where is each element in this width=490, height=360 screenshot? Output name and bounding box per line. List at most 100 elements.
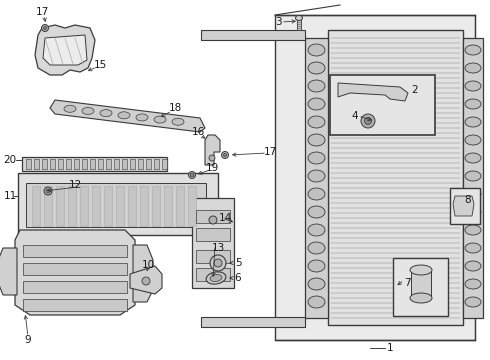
Bar: [162, 159, 167, 169]
Text: 20: 20: [3, 155, 17, 165]
Bar: [23, 245, 127, 257]
Ellipse shape: [465, 45, 481, 55]
Bar: [34, 159, 39, 169]
Ellipse shape: [465, 207, 481, 217]
Polygon shape: [130, 266, 162, 294]
Text: 5: 5: [235, 258, 241, 268]
Text: 17: 17: [35, 7, 49, 17]
Text: 1: 1: [387, 343, 393, 353]
Ellipse shape: [210, 274, 222, 282]
Ellipse shape: [118, 112, 130, 119]
Bar: [130, 159, 135, 169]
Polygon shape: [35, 25, 95, 75]
Ellipse shape: [465, 135, 481, 145]
Ellipse shape: [465, 99, 481, 109]
Bar: [393, 258, 448, 316]
Bar: [68, 186, 76, 226]
Bar: [26, 159, 31, 169]
Ellipse shape: [206, 272, 226, 284]
Polygon shape: [50, 100, 205, 132]
Bar: [192, 198, 234, 288]
Bar: [305, 38, 328, 318]
Ellipse shape: [308, 152, 325, 164]
Bar: [56, 186, 64, 226]
Ellipse shape: [465, 153, 481, 163]
Circle shape: [42, 24, 49, 31]
Bar: [146, 159, 151, 169]
Bar: [23, 263, 127, 275]
Polygon shape: [15, 230, 135, 315]
Text: 17: 17: [264, 147, 277, 157]
Ellipse shape: [308, 296, 325, 308]
Text: 2: 2: [412, 85, 418, 95]
Circle shape: [361, 114, 375, 128]
Ellipse shape: [465, 279, 481, 289]
Text: 12: 12: [69, 180, 82, 190]
Ellipse shape: [295, 15, 302, 21]
Ellipse shape: [308, 260, 325, 272]
Ellipse shape: [465, 63, 481, 73]
Text: 16: 16: [192, 127, 205, 137]
Ellipse shape: [308, 242, 325, 254]
Bar: [330, 75, 435, 135]
Bar: [128, 186, 136, 226]
Bar: [90, 159, 95, 169]
Bar: [140, 186, 148, 226]
Bar: [176, 186, 184, 226]
Ellipse shape: [465, 81, 481, 91]
Ellipse shape: [308, 116, 325, 128]
Bar: [23, 281, 127, 293]
Bar: [196, 250, 230, 263]
Text: 7: 7: [404, 278, 410, 288]
Bar: [463, 38, 483, 318]
Circle shape: [209, 216, 217, 224]
Polygon shape: [205, 135, 220, 165]
Circle shape: [190, 173, 194, 177]
Ellipse shape: [465, 117, 481, 127]
Ellipse shape: [82, 107, 94, 114]
Ellipse shape: [308, 188, 325, 200]
Bar: [92, 186, 100, 226]
Bar: [188, 186, 196, 226]
Circle shape: [44, 187, 52, 195]
Ellipse shape: [465, 261, 481, 271]
Ellipse shape: [308, 98, 325, 110]
Ellipse shape: [465, 225, 481, 235]
Bar: [196, 268, 230, 281]
Circle shape: [221, 152, 228, 158]
Ellipse shape: [172, 118, 184, 125]
Text: 9: 9: [24, 335, 31, 345]
Circle shape: [214, 259, 222, 267]
Ellipse shape: [465, 243, 481, 253]
Polygon shape: [43, 35, 87, 65]
Bar: [297, 20, 301, 30]
Bar: [196, 210, 230, 223]
Circle shape: [210, 255, 226, 271]
Bar: [122, 159, 127, 169]
Bar: [58, 159, 63, 169]
Bar: [138, 159, 143, 169]
Ellipse shape: [410, 265, 432, 275]
Bar: [80, 186, 88, 226]
Bar: [116, 186, 124, 226]
Ellipse shape: [308, 80, 325, 92]
Bar: [152, 186, 160, 226]
Ellipse shape: [410, 293, 432, 303]
Bar: [154, 159, 159, 169]
Ellipse shape: [465, 189, 481, 199]
Ellipse shape: [154, 116, 166, 123]
Text: 14: 14: [219, 213, 232, 223]
Text: 19: 19: [205, 163, 219, 173]
Text: 18: 18: [169, 103, 182, 113]
Ellipse shape: [308, 224, 325, 236]
Circle shape: [46, 189, 50, 193]
Bar: [114, 159, 119, 169]
Text: 8: 8: [465, 195, 471, 205]
Circle shape: [44, 27, 47, 30]
Bar: [196, 228, 230, 241]
Bar: [26, 183, 206, 227]
Bar: [201, 317, 305, 327]
Ellipse shape: [64, 105, 76, 112]
Circle shape: [189, 171, 196, 179]
Text: 10: 10: [142, 260, 154, 270]
